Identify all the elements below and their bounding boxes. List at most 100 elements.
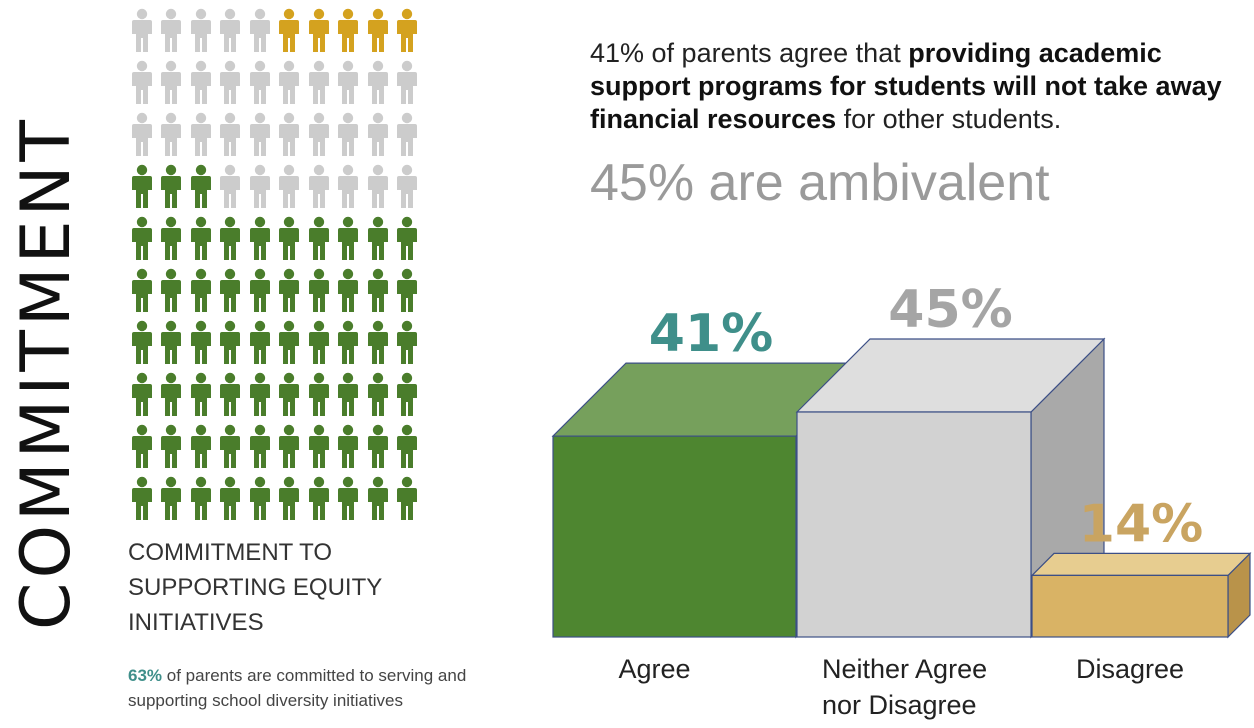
person-icon-green	[161, 476, 182, 520]
person-icon-green	[367, 216, 388, 260]
person-icon-gold	[279, 8, 300, 52]
person-icon-green	[161, 320, 182, 364]
person-icon-green	[249, 476, 270, 520]
person-icon-gray	[338, 112, 359, 156]
person-icon-gray	[190, 60, 211, 104]
person-icon-green	[308, 216, 329, 260]
person-icon-gray	[367, 60, 388, 104]
person-icon-gray	[131, 112, 152, 156]
person-icon-green	[279, 372, 300, 416]
bar-front-disagree	[1031, 574, 1229, 638]
subheadline: 45% are ambivalent	[590, 154, 1050, 212]
person-icon-green	[220, 372, 241, 416]
person-icon-green	[279, 476, 300, 520]
person-icon-green	[190, 424, 211, 468]
person-icon-green	[338, 476, 359, 520]
person-icon-gray	[161, 112, 182, 156]
person-icon-green	[367, 424, 388, 468]
data-label-disagree: 14%	[1079, 494, 1203, 554]
person-icon-green	[249, 268, 270, 312]
person-icon-green	[161, 268, 182, 312]
bar-front-agree	[552, 435, 797, 638]
person-icon-green	[338, 320, 359, 364]
person-icon-green	[249, 216, 270, 260]
person-icon-green	[190, 372, 211, 416]
person-icon-gray	[161, 60, 182, 104]
person-icon-green	[397, 320, 418, 364]
person-icon-gray	[397, 60, 418, 104]
person-icon-green	[161, 372, 182, 416]
person-icon-gray	[249, 164, 270, 208]
person-icon-green	[308, 320, 329, 364]
bar-neutral	[795, 337, 1106, 639]
person-icon-green	[220, 476, 241, 520]
person-icon-green	[220, 424, 241, 468]
category-label-agree: Agree	[618, 654, 690, 684]
person-icon-green	[367, 320, 388, 364]
headline-bold: providing academic support programs for …	[590, 38, 1222, 134]
equity-note: 63% of parents are committed to serving …	[128, 663, 548, 713]
person-icon-green	[161, 216, 182, 260]
person-icon-gray	[338, 60, 359, 104]
person-icon-gray	[338, 164, 359, 208]
person-icon-green	[397, 424, 418, 468]
bar-disagree	[1030, 551, 1252, 639]
person-icon-gray	[249, 8, 270, 52]
person-icon-green	[249, 320, 270, 364]
person-icon-gray	[308, 112, 329, 156]
person-icon-gray	[220, 60, 241, 104]
person-icon-gray	[220, 164, 241, 208]
person-icon-gray	[279, 112, 300, 156]
person-icon-gray	[397, 164, 418, 208]
equity-note-percent: 63%	[128, 666, 163, 685]
person-icon-green	[367, 476, 388, 520]
person-icon-green	[131, 320, 152, 364]
person-icon-gray	[220, 112, 241, 156]
equity-title: COMMITMENT TO SUPPORTING EQUITY INITIATI…	[128, 539, 382, 636]
person-icon-green	[161, 424, 182, 468]
person-icon-gray	[190, 112, 211, 156]
person-icon-green	[190, 268, 211, 312]
person-icon-gold	[308, 8, 329, 52]
person-icon-gray	[308, 164, 329, 208]
person-icon-green	[220, 320, 241, 364]
equity-note-text: of parents are committed to serving and …	[128, 666, 467, 710]
person-icon-gray	[131, 8, 152, 52]
person-icon-green	[397, 476, 418, 520]
person-icon-green	[220, 216, 241, 260]
person-icon-gray	[131, 60, 152, 104]
person-icon-green	[279, 268, 300, 312]
bar-front-neutral	[796, 411, 1032, 638]
person-icon-green	[190, 164, 211, 208]
headline-tail: for other students.	[836, 104, 1062, 134]
person-icon-gold	[338, 8, 359, 52]
person-icon-green	[367, 268, 388, 312]
person-icon-gray	[367, 112, 388, 156]
person-icon-green	[308, 476, 329, 520]
person-icon-green	[308, 268, 329, 312]
person-icon-gold	[367, 8, 388, 52]
person-icon-gray	[249, 60, 270, 104]
headline-lead: 41% of parents agree that	[590, 38, 909, 68]
person-icon-green	[338, 268, 359, 312]
person-icon-gray	[220, 8, 241, 52]
person-icon-green	[308, 372, 329, 416]
person-icon-green	[397, 372, 418, 416]
people-icon-grid	[127, 6, 423, 524]
person-icon-green	[131, 424, 152, 468]
person-icon-green	[131, 476, 152, 520]
data-label-agree: 41%	[649, 304, 773, 364]
person-icon-green	[279, 216, 300, 260]
person-icon-green	[338, 372, 359, 416]
person-icon-green	[367, 372, 388, 416]
person-icon-gray	[249, 112, 270, 156]
category-label-disagree: Disagree	[1076, 654, 1184, 684]
person-icon-gray	[397, 112, 418, 156]
person-icon-green	[308, 424, 329, 468]
bar-top-disagree	[1030, 552, 1252, 577]
data-label-neutral: 45%	[888, 280, 1012, 340]
person-icon-green	[397, 216, 418, 260]
person-icon-green	[338, 424, 359, 468]
person-icon-gray	[190, 8, 211, 52]
